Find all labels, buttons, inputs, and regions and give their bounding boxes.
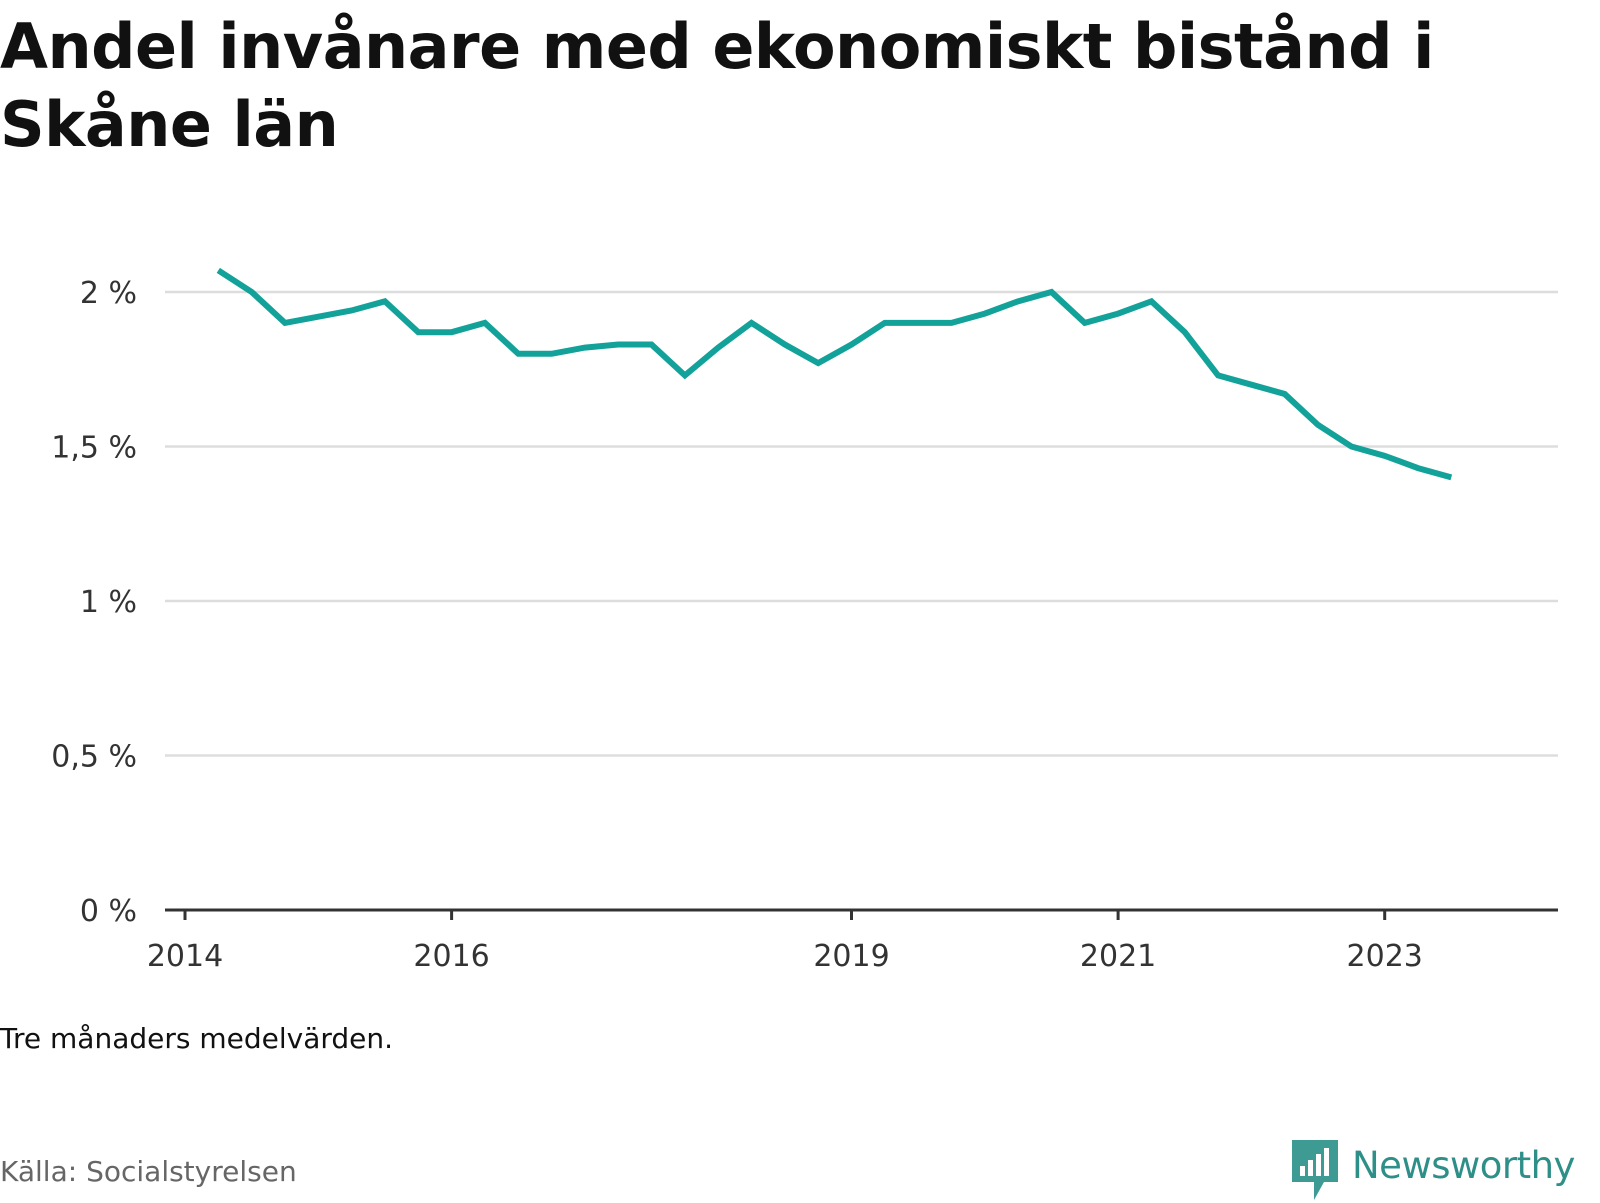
y-tick-label: 2 % — [80, 276, 137, 311]
x-tick-label: 2023 — [1347, 939, 1423, 974]
gridlines — [165, 290, 1558, 757]
line-chart: 0 % 0,5 % 1 % 1,5 % 2 % 2014 2016 2019 2021 2023 — [51, 267, 1558, 974]
chart-title: Andel invånare med ekonomiskt bistånd i … — [0, 10, 1434, 161]
x-axis-labels: 2014 2016 2019 2021 2023 — [147, 939, 1423, 974]
x-tick-label: 2019 — [813, 939, 889, 974]
x-tick-label: 2014 — [147, 939, 223, 974]
y-axis-labels: 0 % 0,5 % 1 % 1,5 % 2 % — [51, 276, 137, 929]
x-axis — [165, 908, 1558, 920]
y-tick-label: 1,5 % — [51, 431, 137, 466]
series-layer — [216, 267, 1453, 481]
source-credit: Källa: Socialstyrelsen — [0, 1155, 297, 1188]
y-tick-label: 0,5 % — [51, 740, 137, 775]
y-tick-label: 0 % — [80, 894, 137, 929]
x-tick-label: 2016 — [413, 939, 489, 974]
newsworthy-bar-chart-icon — [1292, 1140, 1338, 1200]
chart-note: Tre månaders medelvärden. — [0, 1022, 394, 1055]
logo-wordmark: Newsworthy — [1352, 1143, 1575, 1187]
x-tick-label: 2021 — [1080, 939, 1156, 974]
series-line — [216, 267, 1453, 481]
y-tick-label: 1 % — [80, 585, 137, 620]
newsworthy-logo[interactable]: Newsworthy — [1290, 1137, 1575, 1203]
